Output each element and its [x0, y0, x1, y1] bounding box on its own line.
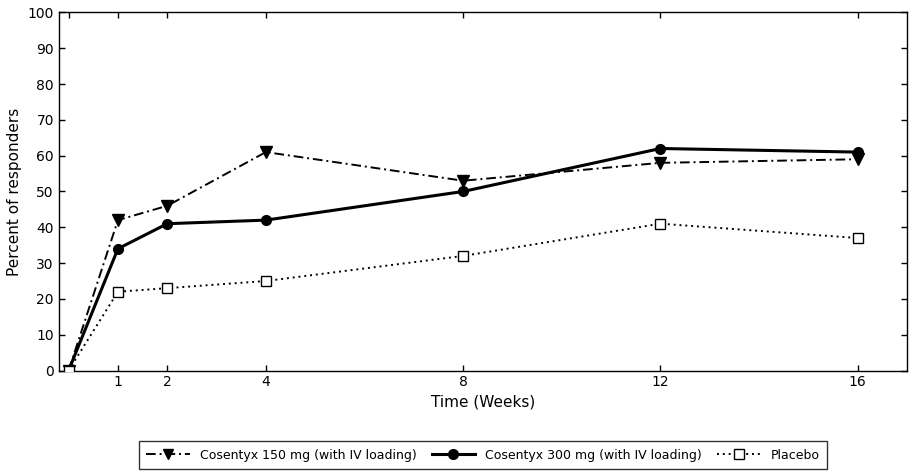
- Legend: Cosentyx 150 mg (with IV loading), Cosentyx 300 mg (with IV loading), Placebo: Cosentyx 150 mg (with IV loading), Cosen…: [139, 441, 827, 469]
- Y-axis label: Percent of responders: Percent of responders: [7, 107, 22, 276]
- X-axis label: Time (Weeks): Time (Weeks): [430, 395, 535, 410]
